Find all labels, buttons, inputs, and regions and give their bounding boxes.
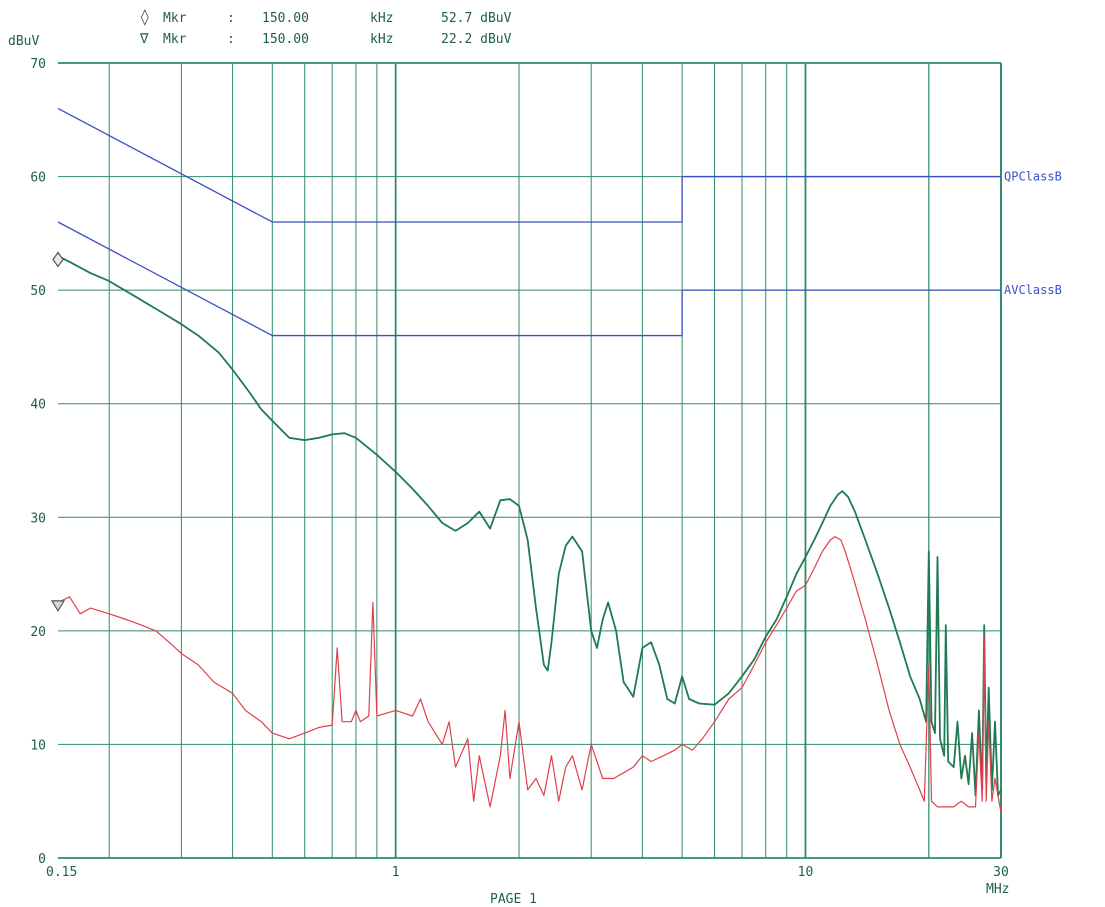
marker-triangle — [50, 600, 66, 613]
marker-readout-header: ◊ Mkr : 150.00 kHz 52.7 dBuV ∇ Mkr : 150… — [139, 7, 512, 47]
marker-1-label: Mkr — [163, 11, 187, 26]
grid — [58, 62, 1002, 859]
marker-2-frequency-unit: kHz — [370, 32, 393, 47]
x-tick-label: 1 — [392, 865, 400, 880]
marker-1-separator: : — [227, 11, 235, 26]
y-tick-label: 40 — [30, 398, 46, 413]
x-tick-label: 30 — [993, 865, 1009, 880]
page-label: PAGE 1 — [490, 892, 537, 903]
marker-2-separator: : — [227, 32, 235, 47]
y-tick-label: 50 — [30, 284, 46, 299]
marker-diamond-symbol: ◊ — [140, 7, 150, 26]
x-tick-label: 0.15 — [46, 865, 77, 880]
y-tick-label: 70 — [30, 57, 46, 72]
y-axis-unit-label: dBuV — [8, 34, 39, 49]
limit-line-QPClassB — [57, 107, 1001, 223]
marker-1-frequency-unit: kHz — [370, 11, 393, 26]
x-axis-unit-label: MHz — [986, 882, 1009, 897]
marker-1-level: 52.7 dBuV — [441, 11, 512, 26]
y-tick-label: 0 — [38, 852, 46, 867]
y-tick-label: 60 — [30, 171, 46, 186]
y-tick-label: 10 — [30, 738, 46, 753]
marker-triangle-symbol: ∇ — [139, 31, 149, 47]
limit-line-label: QPClassB — [1004, 170, 1062, 184]
trace-green — [57, 255, 1002, 797]
marker-2-level: 22.2 dBuV — [441, 32, 512, 47]
y-tick-label: 20 — [30, 625, 46, 640]
marker-1-frequency: 150.00 — [262, 11, 309, 26]
limit-lines: QPClassB AVClassB — [57, 107, 1062, 337]
marker-diamond — [52, 251, 64, 268]
markers — [50, 251, 66, 613]
x-tick-label: 10 — [798, 865, 814, 880]
trace-red — [57, 535, 1002, 813]
series-traces — [57, 255, 1002, 813]
limit-line-label: AVClassB — [1004, 283, 1062, 297]
limit-line-AVClassB — [57, 221, 1001, 337]
marker-2-frequency: 150.00 — [262, 32, 309, 47]
marker-2-label: Mkr — [163, 32, 187, 47]
tick-labels: 0 10 20 30 40 50 60 70 0.15 1 10 30 — [30, 57, 1008, 880]
y-tick-label: 30 — [30, 511, 46, 526]
